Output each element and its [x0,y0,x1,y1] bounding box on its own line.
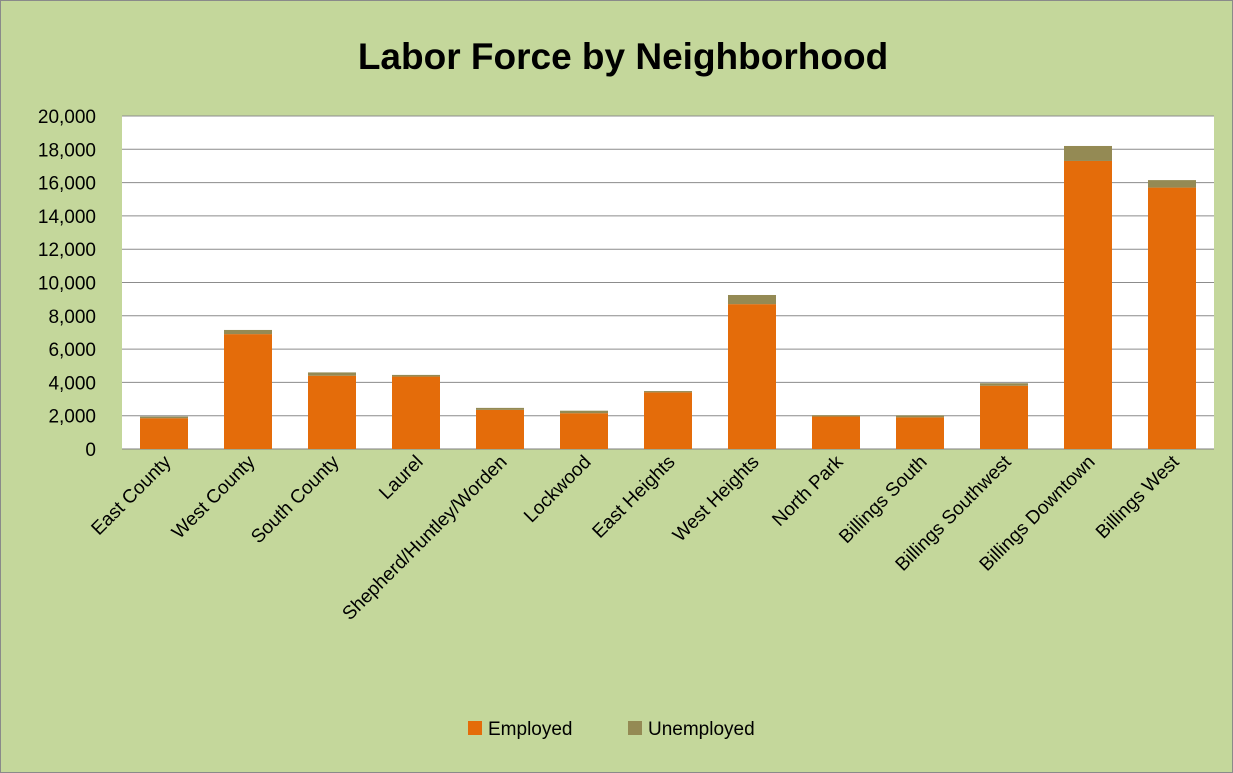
bar-unemployed-5 [560,410,608,414]
x-category-label: South County [247,451,344,548]
bar-unemployed-4 [476,407,524,410]
legend-label-employed: Employed [488,719,573,740]
x-category-label: East County [88,451,176,539]
y-tick-label: 2,000 [48,407,96,428]
y-tick-label: 14,000 [38,207,96,228]
bar-unemployed-3 [392,374,440,377]
legend-label-unemployed: Unemployed [648,719,755,740]
y-tick-label: 10,000 [38,274,96,295]
x-category-label: Shepherd/Huntley/Worden [339,452,512,625]
bar-employed-7 [728,304,776,449]
y-tick-label: 6,000 [48,340,96,361]
y-axis-ticks: 0 2,000 4,000 6,000 8,000 10,000 12,000 14,000 1… [38,107,96,461]
bar-employed-9 [896,417,944,449]
bar-unemployed-0 [140,416,188,419]
bar-employed-0 [140,418,188,449]
x-category-label: Lockwood [520,452,595,527]
bar-unemployed-9 [896,415,944,418]
bar-employed-5 [560,413,608,449]
bar-employed-6 [644,392,692,449]
chart-title: Labor Force by Neighborhood [358,36,888,77]
x-category-label: East Heights [589,452,680,543]
legend-swatch-employed [468,721,482,735]
bar-employed-11 [1064,160,1112,449]
bar-unemployed-11 [1064,145,1112,161]
y-tick-label: 18,000 [38,140,96,161]
legend: Employed Unemployed [468,719,755,740]
bar-employed-4 [476,409,524,449]
bars [140,145,1196,449]
x-category-label: Billings South [835,452,931,548]
bar-employed-12 [1148,187,1196,449]
x-category-label: West Heights [669,452,763,546]
x-category-label: Laurel [375,452,427,504]
bar-unemployed-1 [224,329,272,335]
bar-employed-8 [812,416,860,449]
bar-unemployed-2 [308,372,356,376]
bar-unemployed-8 [812,415,860,417]
bar-unemployed-12 [1148,180,1196,188]
x-category-label: North Park [768,451,847,530]
y-tick-label: 8,000 [48,307,96,328]
bar-employed-2 [308,375,356,449]
y-tick-label: 4,000 [48,373,96,394]
bar-employed-1 [224,334,272,449]
x-category-label: West County [168,451,260,543]
legend-swatch-unemployed [628,721,642,735]
bar-employed-3 [392,376,440,449]
y-tick-label: 0 [85,440,96,461]
y-tick-label: 16,000 [38,174,96,195]
bar-unemployed-10 [980,383,1028,386]
bar-employed-10 [980,385,1028,449]
bar-unemployed-6 [644,391,692,393]
bar-unemployed-7 [728,294,776,305]
y-tick-label: 12,000 [38,240,96,261]
x-category-label: Billings West [1092,451,1184,543]
y-tick-label: 20,000 [38,107,96,128]
